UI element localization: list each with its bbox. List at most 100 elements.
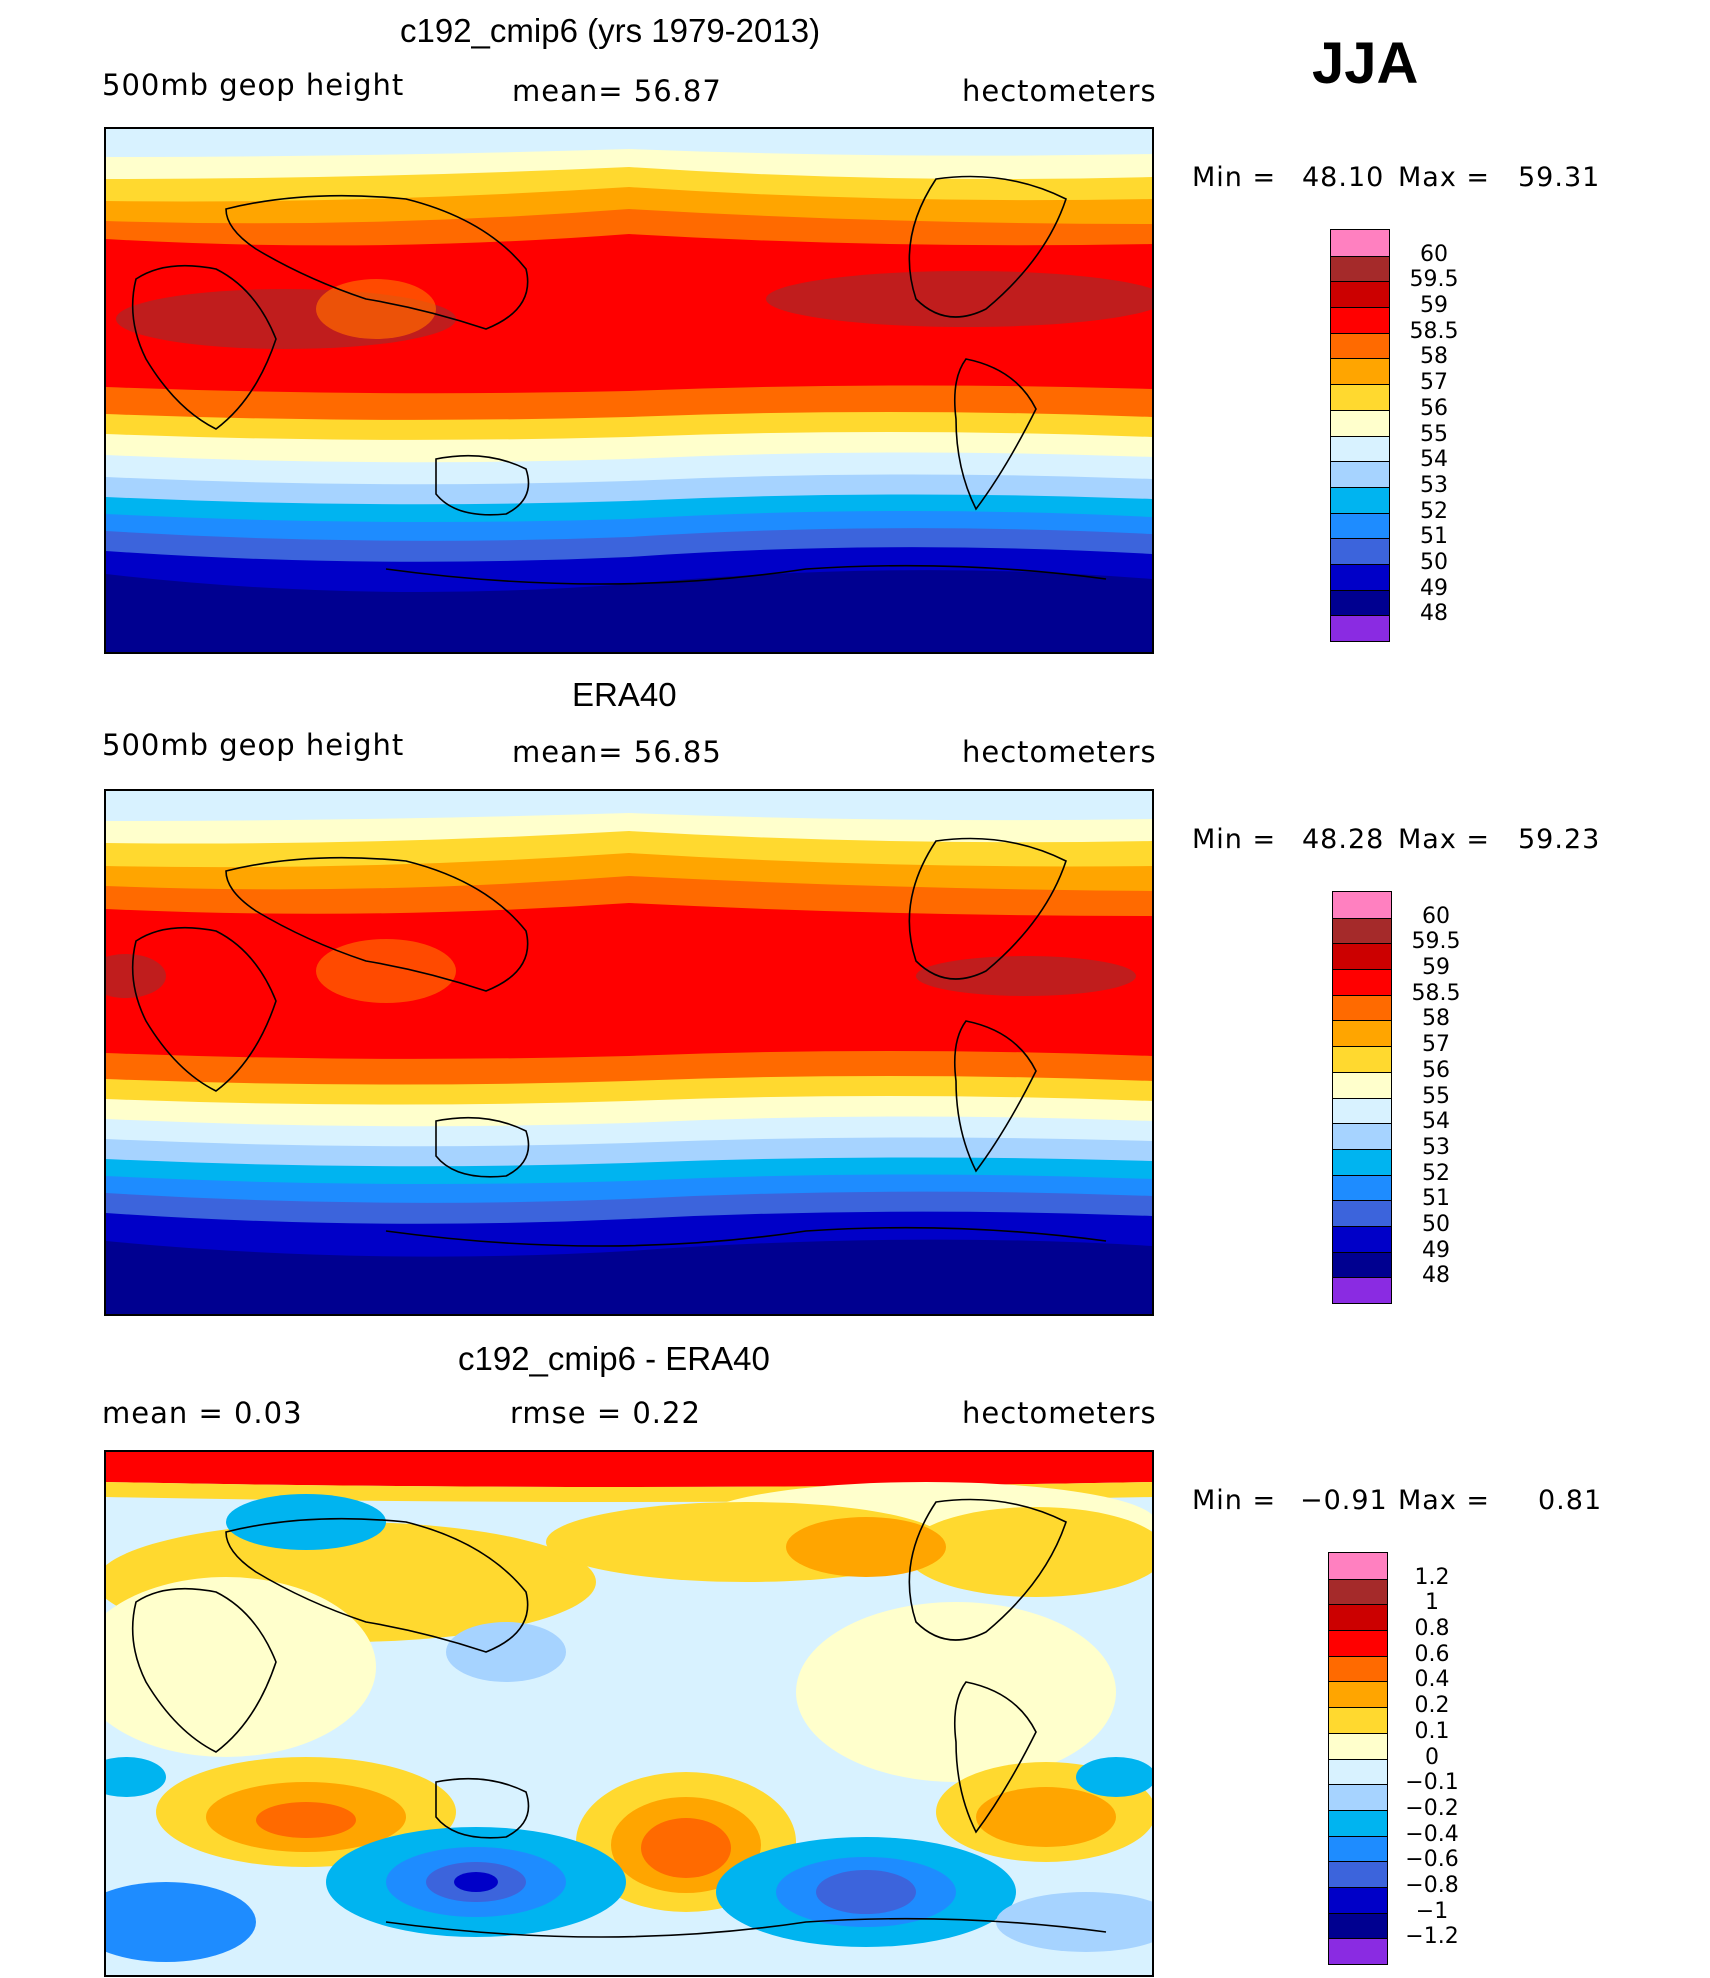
colorbar-swatch [1331, 461, 1389, 487]
colorbar-swatch [1333, 1123, 1391, 1149]
colorbar-swatch [1331, 486, 1389, 513]
panel-3-colorbar [1328, 1552, 1388, 1965]
colorbar-label: 50 [1422, 1211, 1450, 1237]
panel-1-max-value: 59.31 [1518, 162, 1601, 193]
panel-1-min-value: 48.10 [1302, 162, 1385, 193]
colorbar-label: 56 [1420, 395, 1448, 421]
panel-2-title: ERA40 [572, 676, 677, 713]
colorbar-label: 58.5 [1409, 318, 1459, 344]
colorbar-label: 51 [1422, 1186, 1450, 1212]
panel-1-colorbar [1330, 229, 1390, 642]
colorbar-swatch [1331, 435, 1389, 462]
panel-1-units-label: hectometers [962, 74, 1157, 108]
colorbar-label: 49 [1420, 575, 1448, 601]
colorbar-label: 53 [1422, 1134, 1450, 1160]
colorbar-label: 51 [1420, 524, 1448, 550]
colorbar-label: 55 [1422, 1083, 1450, 1109]
colorbar-swatch [1331, 358, 1389, 385]
panel-2-variable-label: 500mb geop height [102, 728, 405, 762]
colorbar-swatch [1329, 1758, 1387, 1785]
colorbar-label: 60 [1422, 903, 1450, 929]
colorbar-swatch [1329, 1707, 1387, 1733]
colorbar-label: 58 [1420, 344, 1448, 370]
colorbar-label: 50 [1420, 549, 1448, 575]
colorbar-swatch [1329, 1630, 1387, 1656]
colorbar-label: 57 [1420, 370, 1448, 396]
panel-1-max-label: Max = [1398, 162, 1491, 193]
colorbar-swatch [1333, 1200, 1391, 1226]
colorbar-swatch [1329, 1655, 1387, 1682]
colorbar-swatch [1333, 917, 1391, 944]
colorbar-label: 52 [1422, 1160, 1450, 1186]
colorbar-label: 48 [1422, 1263, 1450, 1289]
panel-3-max-label: Max = [1398, 1485, 1491, 1516]
colorbar-label: 58 [1422, 1006, 1450, 1032]
panel-2-min-value: 48.28 [1302, 824, 1385, 855]
colorbar-label: 0 [1425, 1744, 1439, 1770]
colorbar-label: 54 [1422, 1109, 1450, 1135]
colorbar-label: 59 [1420, 293, 1448, 319]
panel-2-colorbar [1332, 891, 1392, 1304]
colorbar-swatch [1331, 589, 1389, 616]
colorbar-label: −0.2 [1405, 1795, 1459, 1821]
colorbar-swatch [1329, 1886, 1387, 1913]
colorbar-swatch [1331, 409, 1389, 436]
colorbar-swatch [1331, 563, 1389, 590]
panel-3-min-value: −0.91 [1300, 1485, 1388, 1516]
colorbar-swatch [1331, 230, 1389, 256]
colorbar-swatch [1333, 1097, 1391, 1124]
colorbar-swatch [1329, 1578, 1387, 1605]
colorbar-swatch [1333, 994, 1391, 1021]
colorbar-label: 57 [1422, 1032, 1450, 1058]
colorbar-label: 0.2 [1414, 1693, 1450, 1719]
colorbar-swatch [1329, 1784, 1387, 1810]
colorbar-swatch [1329, 1732, 1387, 1759]
colorbar-swatch [1331, 512, 1389, 539]
colorbar-swatch [1333, 1251, 1391, 1278]
panel-3-map [104, 1450, 1154, 1977]
colorbar-label: 60 [1420, 241, 1448, 267]
colorbar-label: −0.4 [1405, 1821, 1459, 1847]
panel-3-units-label: hectometers [962, 1396, 1157, 1430]
colorbar-swatch [1333, 943, 1391, 970]
colorbar-label: 59.5 [1411, 929, 1461, 955]
panel-1-title: c192_cmip6 (yrs 1979-2013) [400, 12, 821, 49]
panel-1-map [104, 127, 1154, 654]
colorbar-label: 55 [1420, 421, 1448, 447]
colorbar-swatch [1333, 1071, 1391, 1098]
colorbar-swatch [1333, 1046, 1391, 1072]
colorbar-swatch [1333, 892, 1391, 918]
colorbar-swatch [1331, 255, 1389, 282]
colorbar-label: −0.6 [1405, 1847, 1459, 1873]
colorbar-label: 59 [1422, 955, 1450, 981]
panel-3-min-label: Min = [1192, 1485, 1277, 1516]
panel-1-mean-label: mean= 56.87 [512, 74, 722, 108]
colorbar-label: 53 [1420, 472, 1448, 498]
panel-1-variable-label: 500mb geop height [102, 68, 405, 102]
panel-2-map [104, 789, 1154, 1316]
colorbar-swatch [1333, 1174, 1391, 1201]
colorbar-swatch [1331, 332, 1389, 359]
colorbar-swatch [1333, 1148, 1391, 1175]
colorbar-label: 48 [1420, 601, 1448, 627]
colorbar-label: −1.2 [1405, 1924, 1459, 1950]
panel-2-max-value: 59.23 [1518, 824, 1601, 855]
colorbar-swatch [1329, 1553, 1387, 1579]
colorbar-swatch [1333, 1020, 1391, 1047]
colorbar-swatch [1329, 1912, 1387, 1939]
colorbar-swatch [1329, 1809, 1387, 1836]
colorbar-label: −0.8 [1405, 1872, 1459, 1898]
colorbar-label: 1.2 [1414, 1564, 1450, 1590]
colorbar-swatch [1331, 281, 1389, 308]
colorbar-swatch [1331, 384, 1389, 410]
colorbar-label: 0.8 [1414, 1616, 1450, 1642]
panel-2-mean-label: mean= 56.85 [512, 735, 722, 769]
colorbar-label: 59.5 [1409, 267, 1459, 293]
colorbar-label: 1 [1425, 1590, 1439, 1616]
colorbar-label: −0.1 [1405, 1770, 1459, 1796]
panel-2-units-label: hectometers [962, 735, 1157, 769]
panel-1-min-label: Min = [1192, 162, 1277, 193]
colorbar-swatch [1331, 307, 1389, 333]
season-label: JJA [1312, 31, 1419, 96]
panel-3-max-value: 0.81 [1538, 1485, 1603, 1516]
